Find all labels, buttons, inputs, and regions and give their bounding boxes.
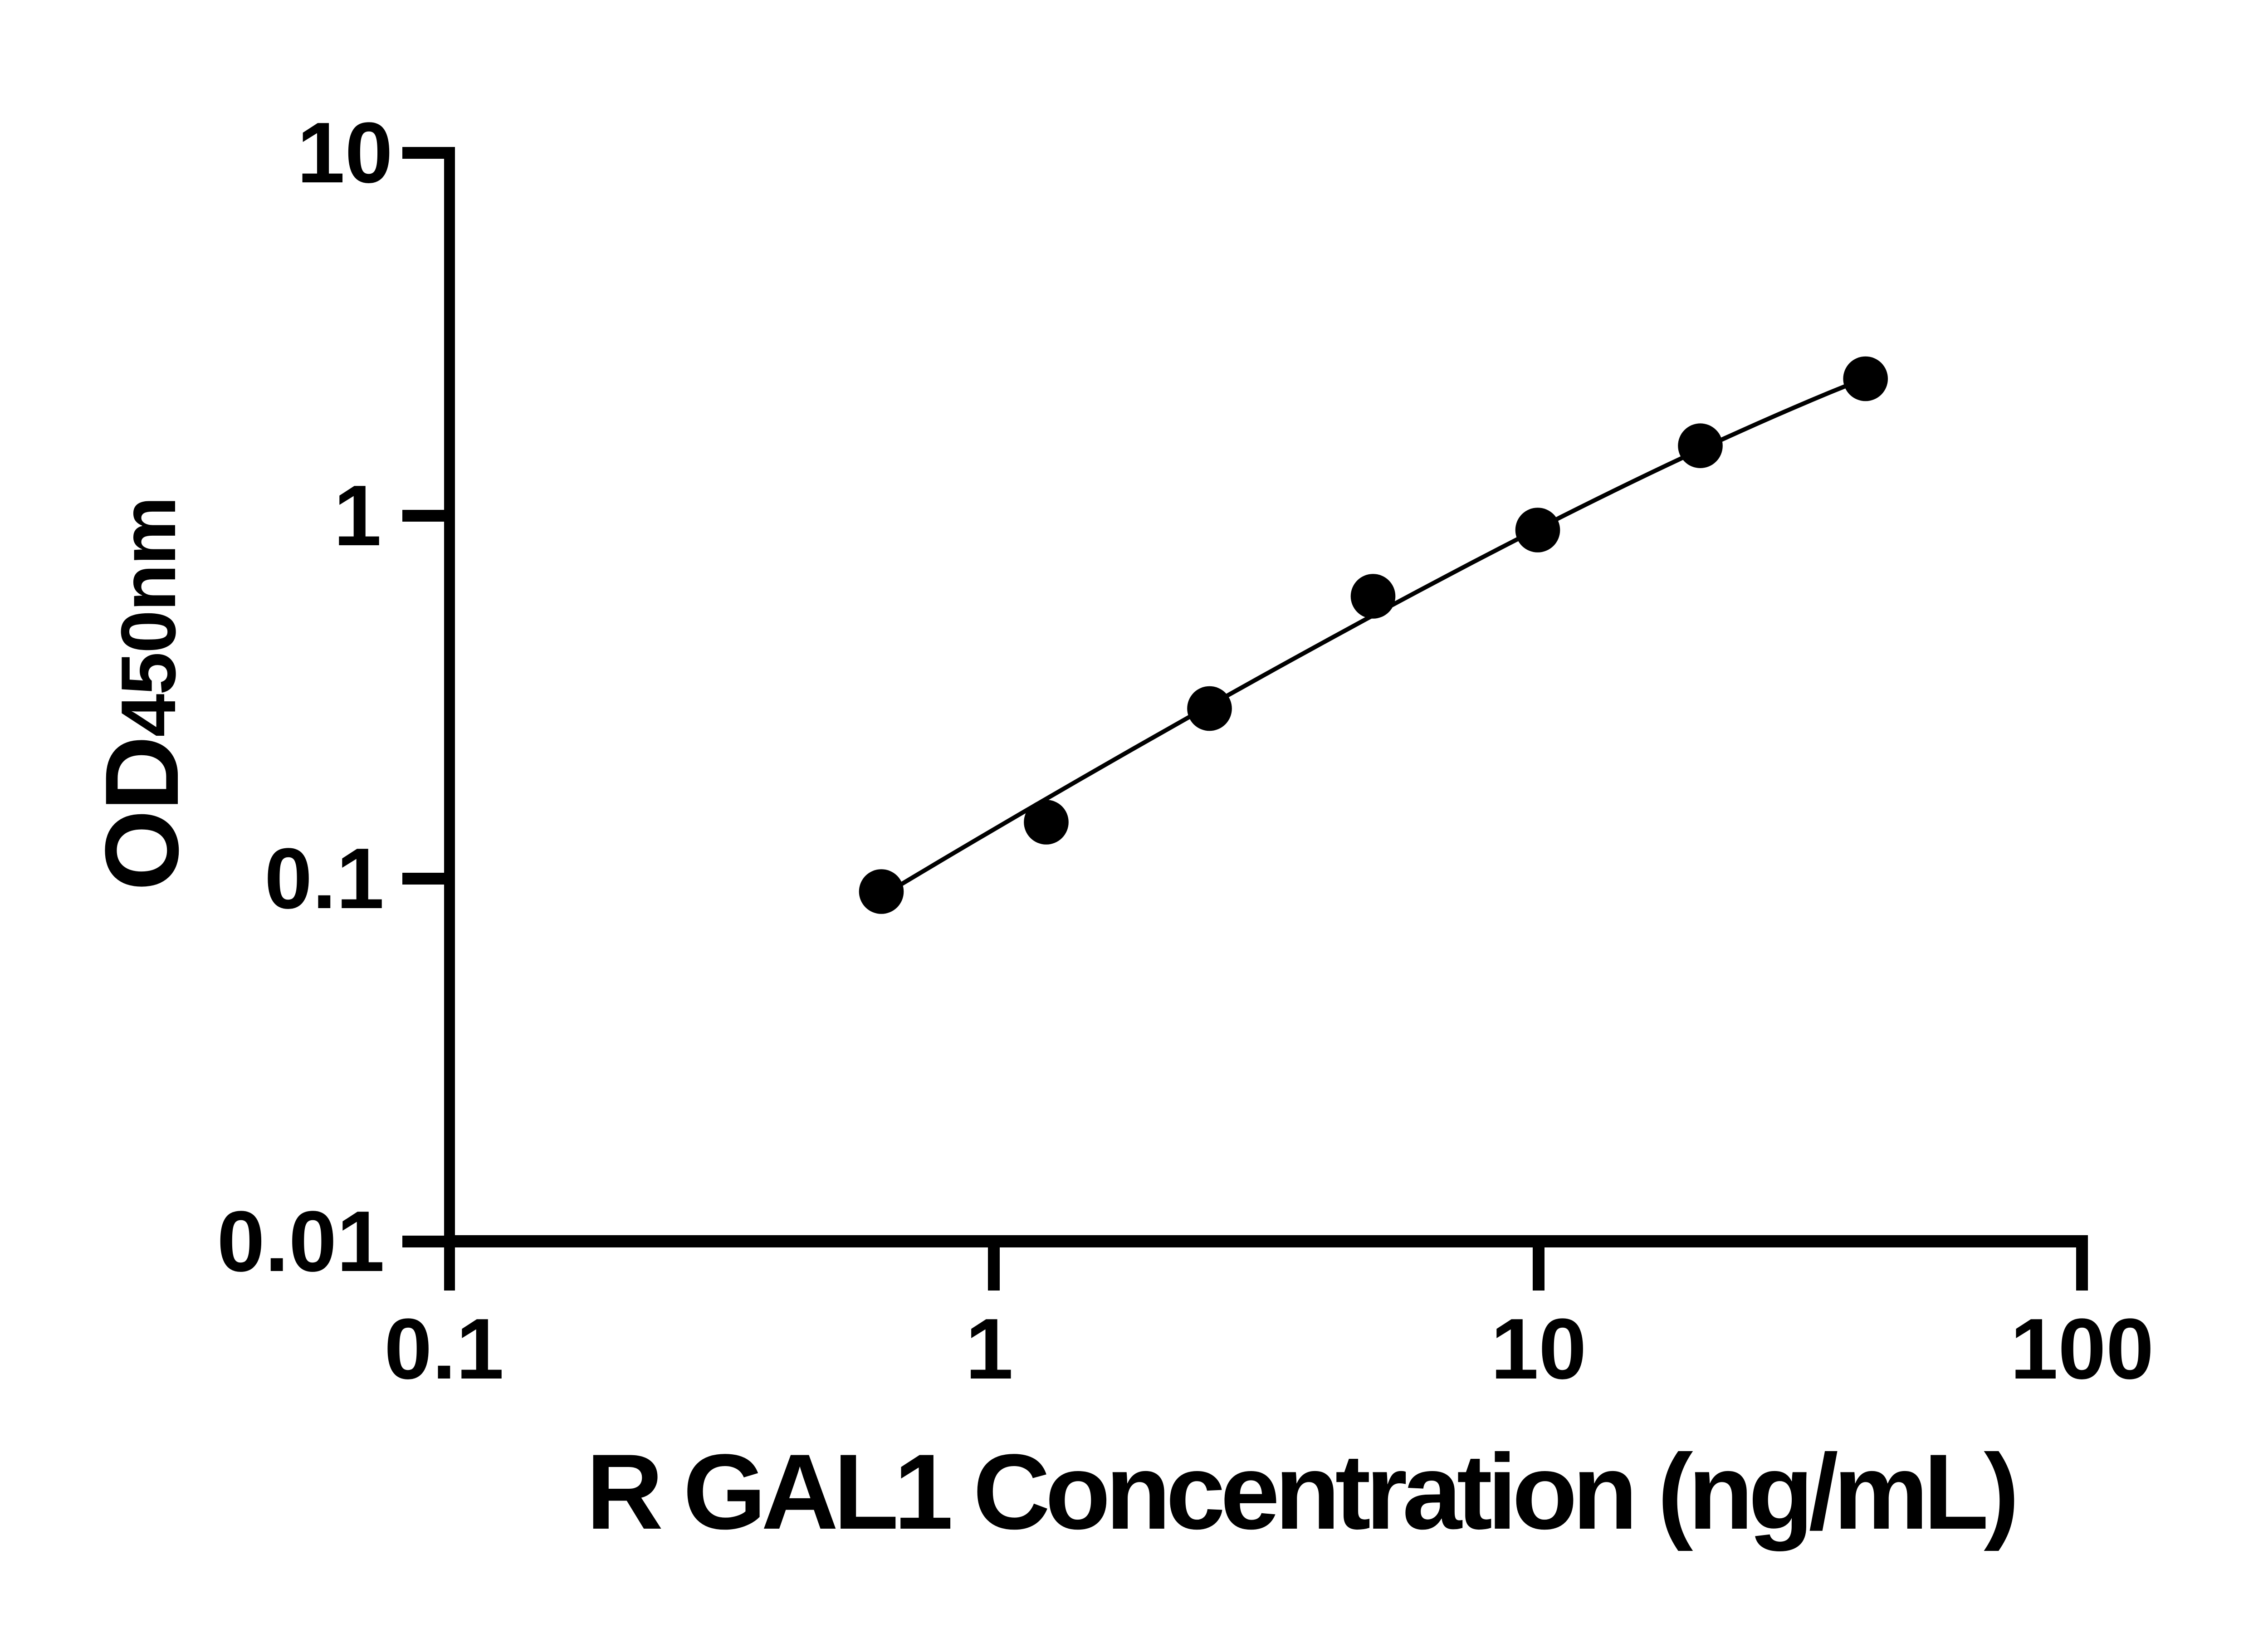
svg-text:0.01: 0.01 (217, 1193, 385, 1290)
svg-text:OD450nm: OD450nm (83, 496, 200, 891)
svg-text:0.1: 0.1 (264, 831, 384, 927)
svg-text:10: 10 (1491, 1301, 1586, 1397)
svg-text:100: 100 (2010, 1301, 2154, 1397)
svg-text:R GAL1 Concentration (ng/mL): R GAL1 Concentration (ng/mL) (586, 1432, 2019, 1552)
svg-text:1: 1 (333, 468, 381, 564)
svg-text:10: 10 (297, 105, 393, 201)
svg-text:1: 1 (965, 1301, 1013, 1397)
svg-text:0.1: 0.1 (384, 1301, 504, 1397)
